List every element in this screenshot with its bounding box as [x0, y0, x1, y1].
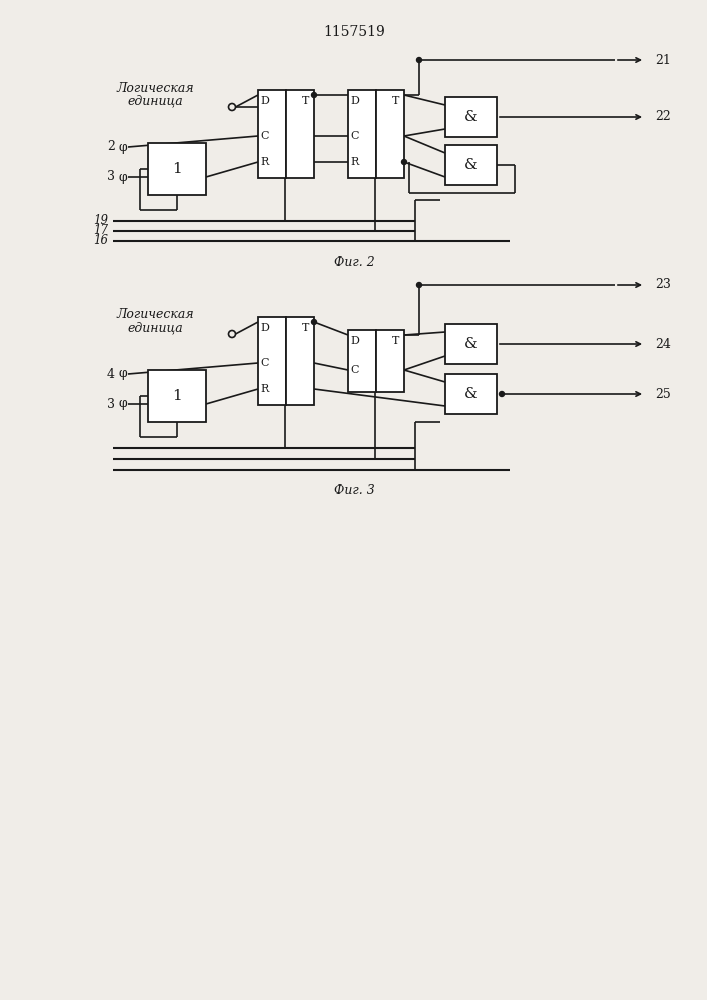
Text: φ: φ: [119, 367, 127, 380]
Text: 3: 3: [107, 397, 115, 410]
Text: C: C: [351, 365, 359, 375]
Text: D: D: [261, 323, 269, 333]
Text: 23: 23: [655, 278, 671, 292]
Bar: [376, 90, 404, 178]
Bar: [286, 317, 314, 405]
Text: R: R: [261, 384, 269, 394]
Text: &: &: [464, 158, 478, 172]
Text: Фиг. 2: Фиг. 2: [334, 255, 375, 268]
Text: 3: 3: [107, 170, 115, 184]
Text: C: C: [261, 358, 269, 368]
Bar: [445, 97, 497, 137]
Text: C: C: [351, 131, 359, 141]
Text: &: &: [464, 387, 478, 401]
Bar: [286, 90, 314, 178]
Text: 22: 22: [655, 110, 671, 123]
Text: T: T: [392, 96, 399, 106]
Text: единица: единица: [127, 95, 183, 107]
Text: φ: φ: [119, 397, 127, 410]
Text: T: T: [303, 323, 310, 333]
Text: φ: φ: [119, 170, 127, 184]
Bar: [376, 330, 404, 392]
Text: Логическая: Логическая: [116, 82, 194, 95]
Text: 1: 1: [172, 389, 182, 403]
Text: единица: единица: [127, 322, 183, 334]
Text: 16: 16: [93, 234, 108, 247]
Text: 24: 24: [655, 338, 671, 351]
Bar: [258, 90, 286, 178]
Circle shape: [402, 159, 407, 164]
Bar: [258, 317, 286, 405]
Text: R: R: [261, 157, 269, 167]
Text: T: T: [303, 96, 310, 106]
Bar: [148, 143, 206, 195]
Text: D: D: [351, 336, 359, 346]
Circle shape: [416, 282, 421, 288]
Bar: [348, 90, 376, 178]
Circle shape: [500, 391, 505, 396]
Text: 17: 17: [93, 225, 108, 237]
Text: D: D: [351, 96, 359, 106]
Circle shape: [312, 93, 317, 98]
Text: Логическая: Логическая: [116, 308, 194, 322]
Text: φ: φ: [119, 140, 127, 153]
Bar: [148, 370, 206, 422]
Bar: [445, 374, 497, 414]
Text: 19: 19: [93, 215, 108, 228]
Text: D: D: [261, 96, 269, 106]
Text: &: &: [464, 337, 478, 351]
Text: Фиг. 3: Фиг. 3: [334, 484, 375, 496]
Circle shape: [312, 320, 317, 324]
Text: R: R: [351, 157, 359, 167]
Text: T: T: [392, 336, 399, 346]
Bar: [445, 324, 497, 364]
Text: 1: 1: [172, 162, 182, 176]
Text: 25: 25: [655, 387, 671, 400]
Text: &: &: [464, 110, 478, 124]
Text: C: C: [261, 131, 269, 141]
Bar: [348, 330, 376, 392]
Text: 21: 21: [655, 53, 671, 66]
Bar: [445, 145, 497, 185]
Text: 1157519: 1157519: [323, 25, 385, 39]
Text: 4: 4: [107, 367, 115, 380]
Text: 2: 2: [107, 140, 115, 153]
Circle shape: [416, 57, 421, 62]
